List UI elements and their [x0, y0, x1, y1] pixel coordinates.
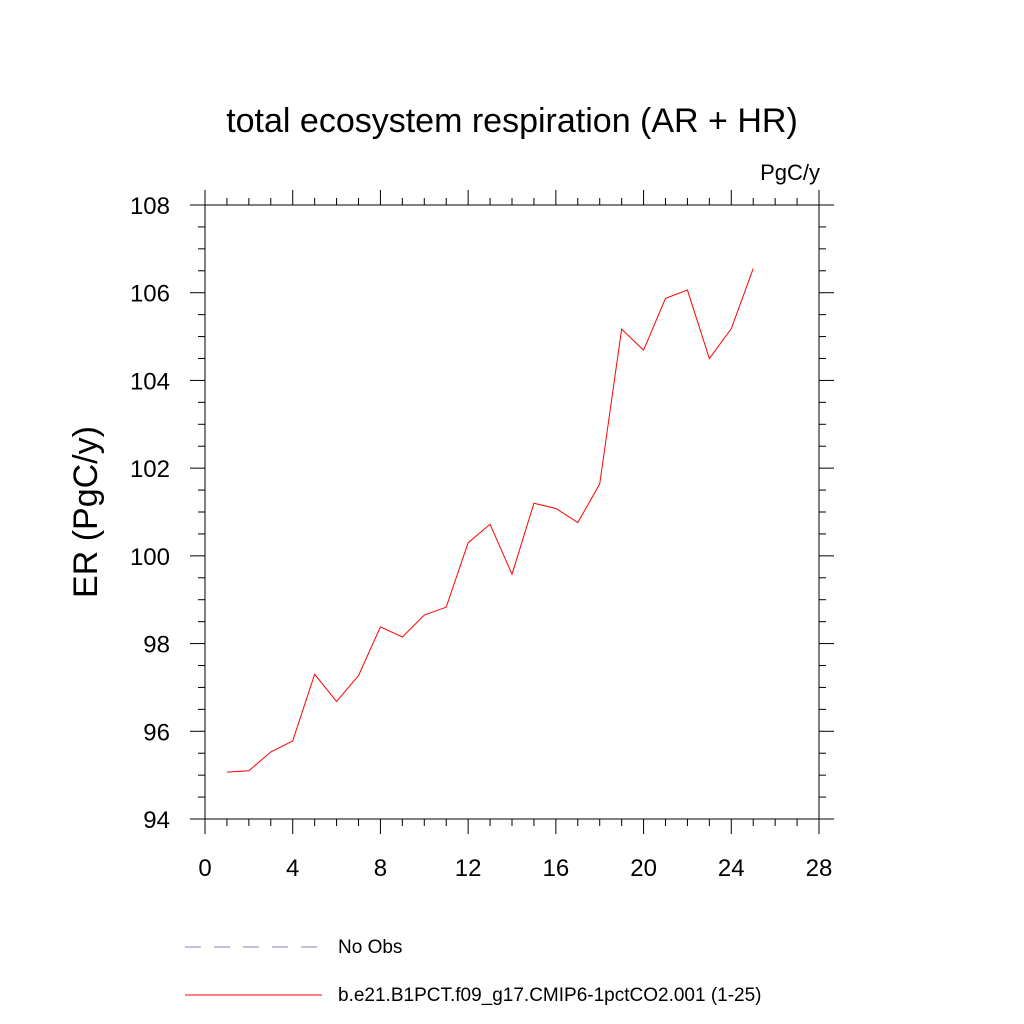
chart-title: total ecosystem respiration (AR + HR): [226, 102, 798, 140]
y-tick-label: 96: [143, 719, 170, 746]
y-tick-label: 98: [143, 632, 170, 659]
y-tick-label: 100: [130, 544, 170, 571]
units-label: PgC/y: [760, 160, 820, 185]
x-tick-label: 12: [455, 855, 482, 882]
y-tick-label: 94: [143, 807, 170, 834]
y-tick-label: 106: [130, 281, 170, 308]
series-line: [226, 268, 754, 773]
x-tick-label: 20: [630, 855, 657, 882]
y-tick-label: 104: [130, 368, 170, 395]
series-layer: [226, 268, 754, 773]
x-tick-label: 4: [286, 855, 299, 882]
axis-ticks: 0 4 8 12 16 20 24 28 94 96 98 100 102 104 106 108: [130, 190, 834, 882]
x-tick-label: 8: [374, 855, 387, 882]
x-tick-label: 16: [543, 855, 570, 882]
legend-label: b.e21.B1PCT.f09_g17.CMIP6-1pctCO2.001 (1…: [338, 985, 762, 1006]
x-tick-label: 24: [718, 855, 745, 882]
y-tick-label: 102: [130, 456, 170, 483]
y-tick-label: 108: [130, 193, 170, 220]
y-axis-label: ER (PgC/y): [67, 426, 105, 598]
legend-label: No Obs: [338, 937, 402, 958]
x-tick-label: 0: [198, 855, 211, 882]
legend: No Obs b.e21.B1PCT.f09_g17.CMIP6-1pctCO2.…: [185, 937, 762, 1006]
x-tick-label: 28: [806, 855, 833, 882]
